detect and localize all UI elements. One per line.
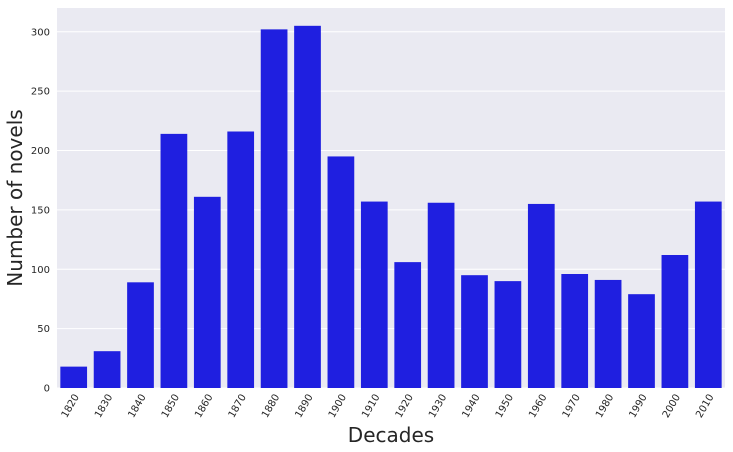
bar-2000	[661, 255, 689, 388]
x-tick-label: 1840	[126, 393, 148, 421]
bar-2010	[694, 201, 722, 388]
x-tick-label: 1860	[193, 393, 215, 421]
bar-1890	[294, 25, 321, 388]
bar-1960	[527, 203, 555, 388]
x-tick-label: 1970	[561, 393, 583, 421]
plot-background	[57, 8, 725, 388]
x-tick-label: 1900	[327, 393, 349, 421]
bar-1940	[461, 275, 488, 388]
y-tick-label: 50	[37, 324, 50, 335]
x-tick-label: 1830	[93, 393, 115, 421]
x-axis-ticks: 1820 1830 1840 1850 1860 1870 1880 1890 1900 1910…	[60, 393, 717, 421]
x-tick-label: 1890	[293, 393, 315, 421]
x-tick-label: 1910	[360, 393, 382, 421]
bar-1880	[260, 29, 288, 388]
y-axis-ticks: 0 50 100 150 200 250 300	[31, 27, 50, 394]
x-tick-label: 1930	[427, 393, 449, 421]
bar-1980	[594, 279, 622, 388]
x-tick-label: 1820	[60, 393, 82, 421]
x-tick-label: 2010	[694, 393, 716, 421]
bar-1920	[394, 262, 422, 388]
bar-1820	[60, 366, 88, 388]
y-tick-label: 150	[31, 205, 50, 216]
bar-1950	[494, 281, 522, 388]
x-tick-label: 1950	[494, 393, 516, 421]
x-tick-label: 2000	[661, 393, 683, 421]
x-tick-label: 1980	[594, 393, 616, 421]
y-tick-label: 200	[31, 146, 50, 157]
y-tick-label: 250	[31, 87, 50, 98]
bar-1990	[628, 294, 655, 388]
bar-1850	[160, 133, 188, 388]
bar-1870	[227, 131, 255, 388]
y-axis-title: Number of novels	[3, 109, 27, 286]
x-tick-label: 1940	[460, 393, 482, 421]
x-tick-label: 1880	[260, 393, 282, 421]
bar-1840	[127, 282, 154, 388]
x-tick-label: 1990	[627, 393, 649, 421]
bar-1970	[561, 274, 589, 388]
bar-1830	[93, 351, 121, 388]
x-tick-label: 1870	[227, 393, 249, 421]
y-tick-label: 300	[31, 27, 50, 38]
x-tick-label: 1960	[527, 393, 549, 421]
bar-1930	[427, 202, 455, 388]
bar-1900	[327, 156, 355, 388]
bars	[60, 25, 722, 388]
bar-1860	[193, 196, 221, 388]
y-tick-label: 0	[44, 384, 50, 395]
x-tick-label: 1920	[394, 393, 416, 421]
x-tick-label: 1850	[160, 393, 182, 421]
x-axis-title: Decades	[348, 423, 434, 447]
bar-1910	[360, 201, 388, 388]
y-tick-label: 100	[31, 265, 50, 276]
